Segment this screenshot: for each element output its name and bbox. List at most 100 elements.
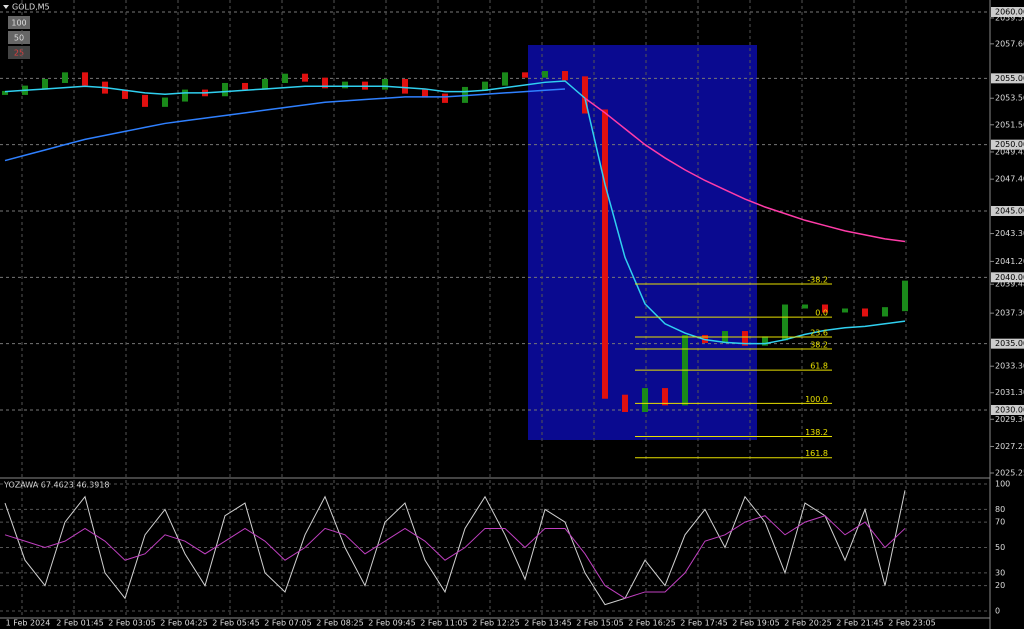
y-tick-label: 2037.30	[995, 309, 1024, 318]
oscillator-line	[4, 515, 906, 599]
y-tick-label: 2033.30	[995, 362, 1024, 371]
price-bar	[902, 280, 908, 312]
x-tick-label: 2 Feb 07:05	[264, 619, 311, 628]
price-bar	[582, 76, 588, 114]
y-tick-label: 2035.00	[995, 339, 1024, 348]
y-tick-label: 50	[995, 543, 1005, 552]
x-tick-label: 2 Feb 01:45	[56, 619, 103, 628]
price-bar	[62, 72, 68, 83]
menu-arrow[interactable]	[3, 5, 9, 9]
x-tick-label: 2 Feb 15:05	[576, 619, 623, 628]
x-tick-label: 2 Feb 13:45	[524, 619, 571, 628]
price-bar	[402, 78, 408, 94]
x-tick-label: 1 Feb 2024	[6, 619, 51, 628]
price-bar	[522, 72, 528, 78]
price-highlight	[991, 404, 1024, 415]
ma-line	[4, 88, 566, 162]
button-label[interactable]: 25	[14, 49, 24, 58]
y-tick-label: 2045.00	[995, 206, 1024, 215]
price-bar	[762, 336, 768, 346]
x-tick-label: 2 Feb 12:25	[472, 619, 519, 628]
price-highlight	[991, 272, 1024, 283]
price-bar	[502, 72, 508, 86]
y-tick-label: 2049.45	[995, 147, 1024, 156]
button[interactable]	[8, 16, 30, 29]
y-tick-label: 2039.48	[995, 280, 1024, 289]
price-bar	[282, 73, 288, 83]
y-tick-label: 2060.00	[995, 8, 1024, 17]
y-tick-label: 2031.30	[995, 388, 1024, 397]
price-bar	[782, 304, 788, 341]
price-bar	[602, 109, 608, 399]
price-bar	[42, 78, 48, 90]
fib-label: -38.2	[807, 275, 828, 284]
y-tick-label: 2051.50	[995, 120, 1024, 129]
x-tick-label: 2 Feb 17:45	[680, 619, 727, 628]
price-bar	[822, 304, 828, 313]
y-tick-label: 2043.30	[995, 229, 1024, 238]
y-tick-label: 2057.60	[995, 39, 1024, 48]
y-tick-label: 20	[995, 581, 1005, 590]
x-tick-label: 2 Feb 21:45	[836, 619, 883, 628]
x-tick-label: 2 Feb 08:25	[316, 619, 363, 628]
price-bar	[82, 72, 88, 86]
oscillator-title: YOZAWA 67.4623 46.3918	[3, 481, 109, 490]
oscillator-line	[4, 490, 906, 606]
ma-line	[584, 97, 906, 243]
price-bar	[442, 93, 448, 103]
price-highlight	[991, 7, 1024, 17]
y-tick-label: 2059.55	[995, 13, 1024, 22]
x-tick-label: 2 Feb 16:25	[628, 619, 675, 628]
y-tick-label: 100	[995, 480, 1010, 489]
symbol-label: GOLD,M5	[12, 3, 50, 12]
x-tick-label: 2 Feb 09:45	[368, 619, 415, 628]
y-tick-label: 0	[995, 607, 1000, 616]
price-bar	[142, 94, 148, 107]
price-highlight	[991, 338, 1024, 349]
fib-label: 23.6	[810, 329, 828, 338]
price-highlight	[991, 73, 1024, 84]
price-bar	[662, 388, 668, 406]
y-tick-label: 2055.00	[995, 74, 1024, 83]
price-bar	[542, 71, 548, 78]
price-bar	[222, 82, 228, 97]
y-tick-label: 80	[995, 505, 1005, 514]
button[interactable]	[8, 46, 30, 59]
fib-label: 0.0	[815, 309, 828, 318]
x-tick-label: 2 Feb 19:05	[732, 619, 779, 628]
button[interactable]	[8, 31, 30, 44]
button-label[interactable]: 50	[14, 34, 24, 43]
fib-label: 161.8	[805, 449, 828, 458]
price-bar	[802, 304, 808, 309]
price-bar	[382, 78, 388, 90]
y-tick-label: 2030.00	[995, 405, 1024, 414]
y-tick-label: 2047.40	[995, 175, 1024, 184]
y-tick-label: 2025.25	[995, 469, 1024, 478]
fib-label: 138.2	[805, 428, 828, 437]
price-highlight	[991, 139, 1024, 150]
y-tick-label: 2050.00	[995, 140, 1024, 149]
price-bar	[262, 78, 268, 90]
price-bar	[482, 81, 488, 91]
fib-label: 100.0	[805, 395, 828, 404]
price-bar	[122, 89, 128, 99]
price-bar	[182, 89, 188, 102]
y-tick-label: 70	[995, 518, 1005, 527]
button-label[interactable]: 100	[11, 19, 26, 28]
fib-label: 61.8	[810, 362, 828, 371]
price-bar	[882, 307, 888, 317]
y-tick-label: 2053.50	[995, 94, 1024, 103]
price-bar	[302, 73, 308, 82]
x-tick-label: 2 Feb 11:05	[420, 619, 467, 628]
x-tick-label: 2 Feb 04:25	[160, 619, 207, 628]
price-highlight	[991, 205, 1024, 216]
y-tick-label: 30	[995, 568, 1005, 577]
x-tick-label: 2 Feb 20:25	[784, 619, 831, 628]
x-tick-label: 2 Feb 05:45	[212, 619, 259, 628]
price-bar	[622, 394, 628, 412]
x-tick-label: 2 Feb 23:05	[888, 619, 935, 628]
price-bar	[242, 82, 248, 90]
highlight-box	[528, 45, 757, 440]
price-bar	[642, 388, 648, 412]
